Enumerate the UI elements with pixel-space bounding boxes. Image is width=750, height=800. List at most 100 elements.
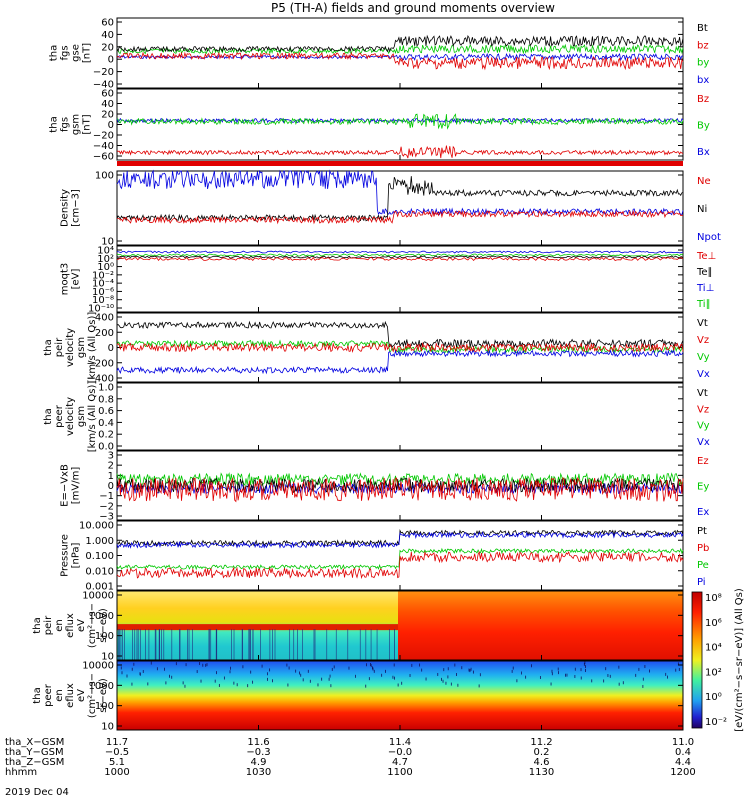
ylabel-line: eflux: [65, 613, 76, 638]
xaxis-value: 1030: [246, 767, 271, 778]
ytick-label: 0: [108, 120, 114, 131]
ylabel-line: gsm: [71, 114, 82, 135]
ytick-label: 0.010: [85, 566, 114, 577]
ylabel-line: (cm²−s−: [87, 603, 98, 648]
series-line: [116, 117, 684, 124]
ytick-label: −1: [99, 491, 114, 502]
colorbar: 10⁸ 10⁶ 10⁴ 10² 10⁰ 10⁻² [eV/(cm²−s−sr−eV)] (A…: [691, 588, 745, 732]
ylabel-line: tha: [49, 116, 60, 132]
ylabel-line: gse: [71, 44, 82, 62]
xaxis-row-label: tha_Y−GSM: [5, 747, 64, 758]
ytick-label: 10⁻²: [92, 270, 114, 281]
xaxis-value: 11.4: [389, 737, 411, 748]
xaxis-value: −0.0: [388, 747, 412, 758]
ytick-label: 10: [101, 722, 114, 733]
ylabel-line: peer: [54, 404, 65, 428]
ytick-label: 10⁻¹⁰: [88, 304, 114, 315]
ytick-label: 10: [101, 237, 114, 248]
xaxis-row-label: hhmm: [5, 767, 37, 778]
ylabel-line: sr−eV): [98, 678, 109, 713]
legend-by: by: [697, 58, 709, 69]
ytick-label: 3: [108, 451, 114, 462]
ytick-label: 0.4: [98, 418, 114, 429]
legend-Bz: Bz: [697, 94, 709, 105]
ylabel-line: eV: [76, 619, 87, 632]
ylabel-line: peir: [43, 615, 54, 635]
legend-Vt: Vt: [697, 388, 708, 399]
ytick-label: 0.8: [98, 394, 114, 405]
legend-Ti⊥: Ti⊥: [696, 283, 714, 294]
ytick-label: −20: [93, 67, 114, 78]
panel-frame: [116, 88, 684, 161]
ylabel-line: tha: [43, 408, 54, 424]
ytick-label: −20: [93, 131, 114, 142]
series-line: [116, 169, 684, 217]
ylabel-line: [nT]: [82, 114, 93, 134]
ytick-label: 10: [101, 652, 114, 663]
ylabel-line: (cm²−s−: [87, 673, 98, 718]
legend-Te∥: Te∥: [696, 267, 713, 278]
series-line: [116, 255, 684, 259]
date-label: 2019 Dec 04: [5, 787, 69, 798]
ylabel-fgs_gse: tha fgs gse [nT]: [49, 43, 93, 63]
series-line: [116, 550, 684, 580]
series-line: [117, 209, 684, 225]
legend-Npot: Npot: [697, 232, 721, 243]
ytick-label: 10.000: [79, 521, 114, 532]
ylabel-line: tha: [32, 687, 43, 703]
ytick-label: 60: [101, 89, 114, 100]
series-line: [116, 256, 684, 261]
heatmap-peer: [117, 661, 683, 730]
ylabel-line: Density: [60, 189, 71, 227]
legend-Bt: Bt: [697, 23, 708, 34]
series-line: [116, 43, 684, 55]
xaxis-value: 5.1: [109, 757, 125, 768]
legend-bx: bx: [697, 75, 709, 86]
ylabel-line: peir: [54, 337, 65, 357]
ylabel-peer_vel: tha peer velocity gsm [km/s (All Qs)]: [43, 381, 98, 453]
ytick-label: −40: [93, 141, 114, 152]
legend-Ey: Ey: [697, 482, 709, 493]
ylabel-line: E=−VxB: [60, 464, 71, 507]
ytick-label: −40: [93, 80, 114, 91]
series-line: [116, 113, 684, 130]
ytick-label: 10⁻⁶: [92, 287, 114, 298]
ytick-label: 200: [95, 328, 114, 339]
xaxis-row-label: tha_Z−GSM: [5, 757, 64, 768]
colorbar-tick: 10⁶: [705, 618, 722, 629]
colorbar-tick: 10⁸: [705, 593, 722, 604]
series-line: [116, 253, 684, 257]
xaxis-value: −0.5: [105, 747, 129, 758]
legend-Vx: Vx: [697, 437, 710, 448]
ylabel-line: gsm: [76, 406, 87, 427]
ylabel-density: Density [cm−3]: [60, 189, 82, 227]
colorbar-tick: 10⁻²: [705, 717, 727, 728]
xaxis-row-label: tha_X−GSM: [5, 737, 64, 748]
ylabel-pressure: Pressure [nPa]: [60, 534, 82, 577]
panel-frame: [116, 245, 684, 313]
legend-Vx: Vx: [697, 369, 710, 380]
legend-Ez: Ez: [697, 456, 709, 467]
ytick-label: 0.0: [98, 442, 114, 453]
ylabel-line: [km/s (All Qs)]: [87, 381, 98, 453]
ylabel-peir_en: tha peir en eflux eV (cm²−s− sr−eV): [32, 603, 109, 648]
colorbar-label-text: [eV/(cm²−s−sr−eV)] (All Qs): [734, 588, 745, 732]
ylabel-line: [eV]: [71, 269, 82, 290]
legend-Vz: Vz: [697, 404, 709, 415]
series-line: [116, 531, 684, 549]
ylabel-line: fgs: [60, 117, 71, 132]
ytick-label: 10000: [82, 591, 114, 602]
legend-Te⊥: Te⊥: [696, 251, 716, 262]
legend-Pi: Pi: [697, 577, 706, 588]
ylabel-line: en: [54, 689, 65, 702]
ytick-label: 100: [95, 631, 114, 642]
colorbar-tick: 10⁰: [705, 692, 722, 703]
ytick-label: 40: [101, 30, 114, 41]
xaxis-value: 1000: [104, 767, 129, 778]
ytick-label: 1.0: [98, 383, 114, 394]
legend-Vt: Vt: [697, 318, 708, 329]
ytick-label: 0.2: [98, 430, 114, 441]
